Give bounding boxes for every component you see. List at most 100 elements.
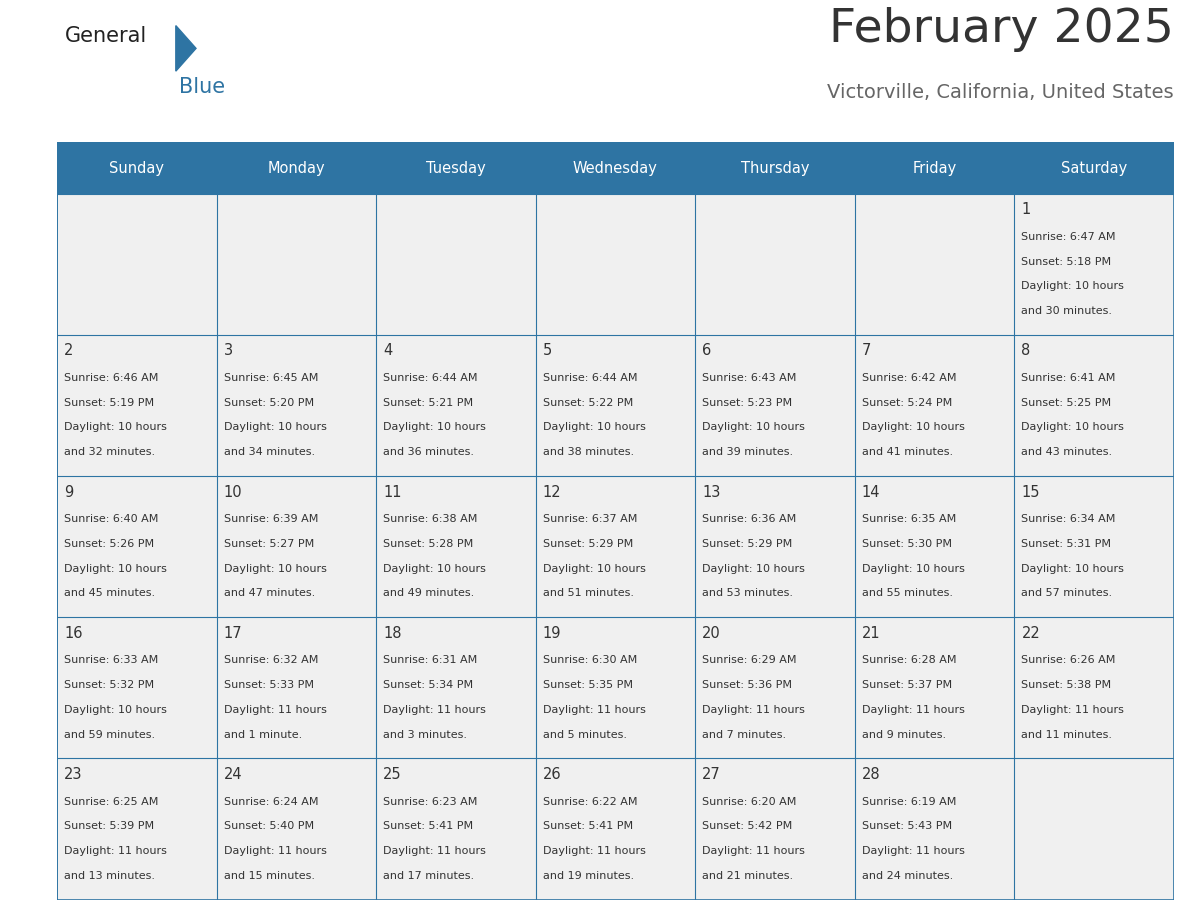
- Bar: [536, 617, 695, 758]
- Text: 14: 14: [861, 485, 880, 499]
- Bar: [1015, 476, 1174, 617]
- Text: Sunset: 5:41 PM: Sunset: 5:41 PM: [384, 822, 473, 832]
- Text: Sunset: 5:26 PM: Sunset: 5:26 PM: [64, 539, 154, 549]
- Text: 22: 22: [1022, 626, 1041, 641]
- Text: Saturday: Saturday: [1061, 161, 1127, 175]
- Text: Sunset: 5:28 PM: Sunset: 5:28 PM: [384, 539, 474, 549]
- Polygon shape: [176, 26, 196, 71]
- Text: and 41 minutes.: and 41 minutes.: [861, 447, 953, 457]
- Text: Sunset: 5:31 PM: Sunset: 5:31 PM: [1022, 539, 1112, 549]
- Text: 13: 13: [702, 485, 721, 499]
- Text: 10: 10: [223, 485, 242, 499]
- Text: and 11 minutes.: and 11 minutes.: [1022, 730, 1112, 740]
- Text: and 36 minutes.: and 36 minutes.: [384, 447, 474, 457]
- Text: Sunset: 5:38 PM: Sunset: 5:38 PM: [1022, 680, 1112, 690]
- Text: Sunrise: 6:41 AM: Sunrise: 6:41 AM: [1022, 373, 1116, 383]
- Bar: [536, 758, 695, 900]
- Text: Sunrise: 6:25 AM: Sunrise: 6:25 AM: [64, 797, 158, 807]
- Bar: [854, 758, 1015, 900]
- Text: Daylight: 10 hours: Daylight: 10 hours: [861, 422, 965, 432]
- Bar: [536, 476, 695, 617]
- Text: Sunrise: 6:32 AM: Sunrise: 6:32 AM: [223, 655, 318, 666]
- Text: Sunset: 5:42 PM: Sunset: 5:42 PM: [702, 822, 792, 832]
- Bar: [377, 758, 536, 900]
- Bar: [57, 758, 216, 900]
- Text: Thursday: Thursday: [740, 161, 809, 175]
- Text: 28: 28: [861, 767, 880, 782]
- Text: Daylight: 11 hours: Daylight: 11 hours: [861, 846, 965, 856]
- Text: Daylight: 10 hours: Daylight: 10 hours: [384, 564, 486, 574]
- Text: 12: 12: [543, 485, 562, 499]
- Bar: [377, 335, 536, 476]
- Bar: [216, 194, 377, 335]
- Text: and 9 minutes.: and 9 minutes.: [861, 730, 946, 740]
- Text: Sunset: 5:43 PM: Sunset: 5:43 PM: [861, 822, 952, 832]
- Text: and 1 minute.: and 1 minute.: [223, 730, 302, 740]
- Text: Daylight: 10 hours: Daylight: 10 hours: [64, 422, 168, 432]
- Text: Daylight: 10 hours: Daylight: 10 hours: [223, 422, 327, 432]
- Text: Daylight: 10 hours: Daylight: 10 hours: [543, 422, 645, 432]
- Text: and 47 minutes.: and 47 minutes.: [223, 588, 315, 599]
- Text: and 21 minutes.: and 21 minutes.: [702, 870, 794, 880]
- Bar: [854, 142, 1015, 194]
- Text: 8: 8: [1022, 343, 1031, 358]
- Text: and 38 minutes.: and 38 minutes.: [543, 447, 634, 457]
- Bar: [216, 142, 377, 194]
- Text: 1: 1: [1022, 202, 1031, 218]
- Text: and 7 minutes.: and 7 minutes.: [702, 730, 786, 740]
- Text: Sunrise: 6:47 AM: Sunrise: 6:47 AM: [1022, 232, 1116, 242]
- Text: Sunrise: 6:40 AM: Sunrise: 6:40 AM: [64, 514, 158, 524]
- Bar: [377, 476, 536, 617]
- Text: Daylight: 11 hours: Daylight: 11 hours: [543, 705, 645, 715]
- Text: 2: 2: [64, 343, 74, 358]
- Bar: [1015, 617, 1174, 758]
- Text: Sunset: 5:30 PM: Sunset: 5:30 PM: [861, 539, 952, 549]
- Text: Sunrise: 6:29 AM: Sunrise: 6:29 AM: [702, 655, 797, 666]
- Text: Blue: Blue: [179, 77, 226, 96]
- Text: and 49 minutes.: and 49 minutes.: [384, 588, 474, 599]
- Text: and 32 minutes.: and 32 minutes.: [64, 447, 156, 457]
- Text: Daylight: 11 hours: Daylight: 11 hours: [223, 705, 327, 715]
- Text: Sunrise: 6:28 AM: Sunrise: 6:28 AM: [861, 655, 956, 666]
- Bar: [57, 617, 216, 758]
- Text: 16: 16: [64, 626, 83, 641]
- Text: Daylight: 10 hours: Daylight: 10 hours: [861, 564, 965, 574]
- Text: and 19 minutes.: and 19 minutes.: [543, 870, 634, 880]
- Text: and 13 minutes.: and 13 minutes.: [64, 870, 156, 880]
- Text: 23: 23: [64, 767, 83, 782]
- Text: Daylight: 11 hours: Daylight: 11 hours: [64, 846, 168, 856]
- Text: and 55 minutes.: and 55 minutes.: [861, 588, 953, 599]
- Text: Sunrise: 6:22 AM: Sunrise: 6:22 AM: [543, 797, 637, 807]
- Text: Sunrise: 6:35 AM: Sunrise: 6:35 AM: [861, 514, 956, 524]
- Text: Daylight: 11 hours: Daylight: 11 hours: [384, 846, 486, 856]
- Text: Sunset: 5:25 PM: Sunset: 5:25 PM: [1022, 397, 1112, 408]
- Text: Daylight: 10 hours: Daylight: 10 hours: [64, 705, 168, 715]
- Bar: [57, 476, 216, 617]
- Text: and 30 minutes.: and 30 minutes.: [1022, 306, 1112, 316]
- Bar: [57, 335, 216, 476]
- Text: Daylight: 10 hours: Daylight: 10 hours: [384, 422, 486, 432]
- Text: Daylight: 11 hours: Daylight: 11 hours: [861, 705, 965, 715]
- Text: Tuesday: Tuesday: [426, 161, 486, 175]
- Text: Sunrise: 6:36 AM: Sunrise: 6:36 AM: [702, 514, 797, 524]
- Text: Victorville, California, United States: Victorville, California, United States: [827, 83, 1174, 102]
- Text: Sunset: 5:20 PM: Sunset: 5:20 PM: [223, 397, 314, 408]
- Text: 18: 18: [384, 626, 402, 641]
- Text: Wednesday: Wednesday: [573, 161, 658, 175]
- Text: Daylight: 10 hours: Daylight: 10 hours: [1022, 281, 1124, 291]
- Text: Daylight: 10 hours: Daylight: 10 hours: [702, 564, 805, 574]
- Text: Sunrise: 6:43 AM: Sunrise: 6:43 AM: [702, 373, 797, 383]
- Bar: [216, 335, 377, 476]
- Text: Sunset: 5:36 PM: Sunset: 5:36 PM: [702, 680, 792, 690]
- Text: Sunset: 5:40 PM: Sunset: 5:40 PM: [223, 822, 314, 832]
- Text: 21: 21: [861, 626, 880, 641]
- Text: 24: 24: [223, 767, 242, 782]
- Bar: [536, 142, 695, 194]
- Text: General: General: [65, 26, 147, 46]
- Bar: [695, 476, 854, 617]
- Text: Sunset: 5:41 PM: Sunset: 5:41 PM: [543, 822, 633, 832]
- Bar: [695, 194, 854, 335]
- Text: and 5 minutes.: and 5 minutes.: [543, 730, 627, 740]
- Text: and 15 minutes.: and 15 minutes.: [223, 870, 315, 880]
- Text: 7: 7: [861, 343, 871, 358]
